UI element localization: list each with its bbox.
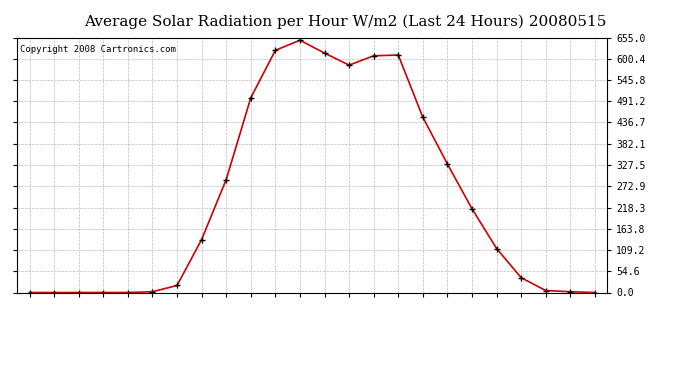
- Text: 07:00: 07:00: [197, 305, 206, 334]
- Text: 16:00: 16:00: [418, 305, 428, 334]
- Text: 23:00: 23:00: [590, 305, 600, 334]
- Text: 15:00: 15:00: [393, 305, 403, 334]
- Text: 01:00: 01:00: [49, 305, 59, 334]
- Text: 06:00: 06:00: [172, 305, 182, 334]
- Text: 05:00: 05:00: [148, 305, 157, 334]
- Text: 21:00: 21:00: [541, 305, 551, 334]
- Text: 22:00: 22:00: [565, 305, 575, 334]
- Text: 10:00: 10:00: [270, 305, 280, 334]
- Text: 17:00: 17:00: [442, 305, 453, 334]
- Text: 14:00: 14:00: [368, 305, 379, 334]
- Text: 00:00: 00:00: [25, 305, 34, 334]
- Text: 11:00: 11:00: [295, 305, 305, 334]
- Text: Copyright 2008 Cartronics.com: Copyright 2008 Cartronics.com: [20, 45, 176, 54]
- Text: 04:00: 04:00: [123, 305, 133, 334]
- Text: 19:00: 19:00: [491, 305, 502, 334]
- Text: 12:00: 12:00: [319, 305, 330, 334]
- Text: 03:00: 03:00: [98, 305, 108, 334]
- Text: 13:00: 13:00: [344, 305, 354, 334]
- Text: 20:00: 20:00: [516, 305, 526, 334]
- Text: Average Solar Radiation per Hour W/m2 (Last 24 Hours) 20080515: Average Solar Radiation per Hour W/m2 (L…: [83, 15, 607, 29]
- Text: 08:00: 08:00: [221, 305, 231, 334]
- Text: 18:00: 18:00: [467, 305, 477, 334]
- Text: 09:00: 09:00: [246, 305, 256, 334]
- Text: 02:00: 02:00: [74, 305, 83, 334]
